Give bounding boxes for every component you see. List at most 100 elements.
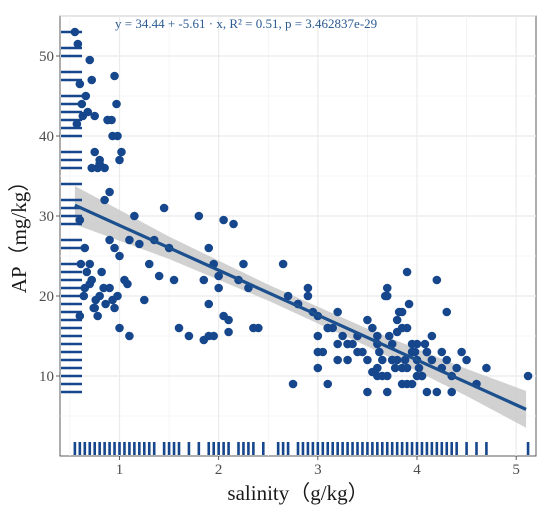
data-point [313, 331, 323, 341]
y-tick-label: 10 [39, 369, 54, 385]
data-point [184, 331, 194, 341]
data-point [373, 331, 382, 341]
data-point [384, 331, 394, 341]
data-point [103, 115, 112, 125]
data-point [82, 267, 92, 277]
data-point [420, 339, 430, 349]
data-point [75, 311, 85, 321]
data-point [204, 243, 214, 253]
data-point [159, 203, 169, 213]
data-point [373, 371, 382, 381]
data-point [382, 291, 392, 301]
data-point [97, 267, 106, 277]
data-point [363, 355, 372, 365]
data-point [115, 323, 124, 333]
data-point [283, 291, 293, 301]
data-point [75, 79, 85, 89]
y-axis-title: AP（mg/kg） [7, 171, 31, 294]
data-point [199, 275, 209, 285]
data-point [194, 211, 204, 221]
data-point [437, 347, 447, 357]
data-point [117, 147, 126, 157]
data-point [427, 331, 437, 341]
regression-line [74, 203, 527, 411]
data-point [113, 291, 122, 301]
x-tick-label: 1 [116, 462, 124, 478]
data-point [224, 327, 233, 337]
data-point [382, 283, 392, 293]
data-point [363, 315, 372, 325]
data-point [387, 355, 397, 365]
data-point [390, 363, 400, 373]
x-tick-label: 5 [512, 462, 520, 478]
data-point [333, 339, 342, 349]
data-point [99, 283, 108, 293]
y-tick-label: 50 [39, 49, 54, 65]
data-point [462, 355, 471, 365]
data-point [105, 235, 114, 245]
data-point [303, 291, 313, 301]
data-point [93, 311, 102, 321]
x-axis-title: salinity（g/kg） [227, 481, 368, 505]
data-point [452, 363, 461, 373]
data-point [110, 303, 119, 313]
data-point [139, 295, 149, 305]
data-point [254, 323, 263, 333]
data-point [83, 107, 93, 117]
y-tick-label: 40 [39, 129, 54, 145]
data-point [422, 387, 432, 397]
data-point [77, 99, 87, 109]
data-point [219, 215, 228, 225]
data-point [373, 363, 382, 373]
fit-annotation: y = 34.44 + -5.61 · x, R² = 0.51, p = 3.… [115, 16, 377, 31]
data-point [125, 331, 134, 341]
data-point [85, 259, 95, 269]
data-point [76, 259, 86, 269]
data-point [87, 275, 97, 285]
data-point [482, 363, 491, 373]
data-point [214, 283, 223, 293]
y-tick-label: 20 [39, 289, 54, 305]
data-point [442, 355, 452, 365]
data-point [412, 339, 422, 349]
data-point [375, 347, 384, 357]
data-point [333, 307, 342, 317]
data-point [402, 379, 412, 389]
data-point [79, 291, 89, 301]
x-tick-labels: 1 2 3 4 5 [116, 456, 520, 478]
data-point [397, 363, 407, 373]
x-tick-label: 2 [215, 462, 223, 478]
data-point [75, 215, 85, 225]
data-point [112, 99, 121, 109]
data-point [105, 283, 114, 293]
data-point [323, 379, 333, 389]
data-point [204, 299, 214, 309]
data-point [174, 323, 184, 333]
data-point [100, 195, 109, 205]
y-tick-labels: 10 20 30 40 50 [39, 49, 60, 385]
y-tick-label: 30 [39, 209, 54, 225]
data-point [392, 315, 402, 325]
x-tick-label: 4 [413, 462, 421, 478]
data-point [422, 347, 432, 357]
data-point [382, 387, 392, 397]
data-point [81, 91, 91, 101]
data-point [303, 283, 313, 293]
data-point [323, 323, 333, 333]
data-point [130, 211, 139, 221]
data-point [209, 331, 219, 341]
grid-lines [60, 15, 536, 456]
data-point [123, 279, 132, 289]
data-point [108, 131, 117, 141]
data-point [427, 355, 437, 365]
data-point [239, 259, 248, 269]
data-point [414, 363, 424, 373]
data-point [72, 119, 82, 129]
data-point [432, 275, 442, 285]
data-point [87, 75, 97, 85]
data-point [73, 39, 83, 49]
data-point [110, 71, 119, 81]
data-point [333, 355, 342, 365]
data-point [85, 55, 95, 65]
data-point [87, 163, 97, 173]
